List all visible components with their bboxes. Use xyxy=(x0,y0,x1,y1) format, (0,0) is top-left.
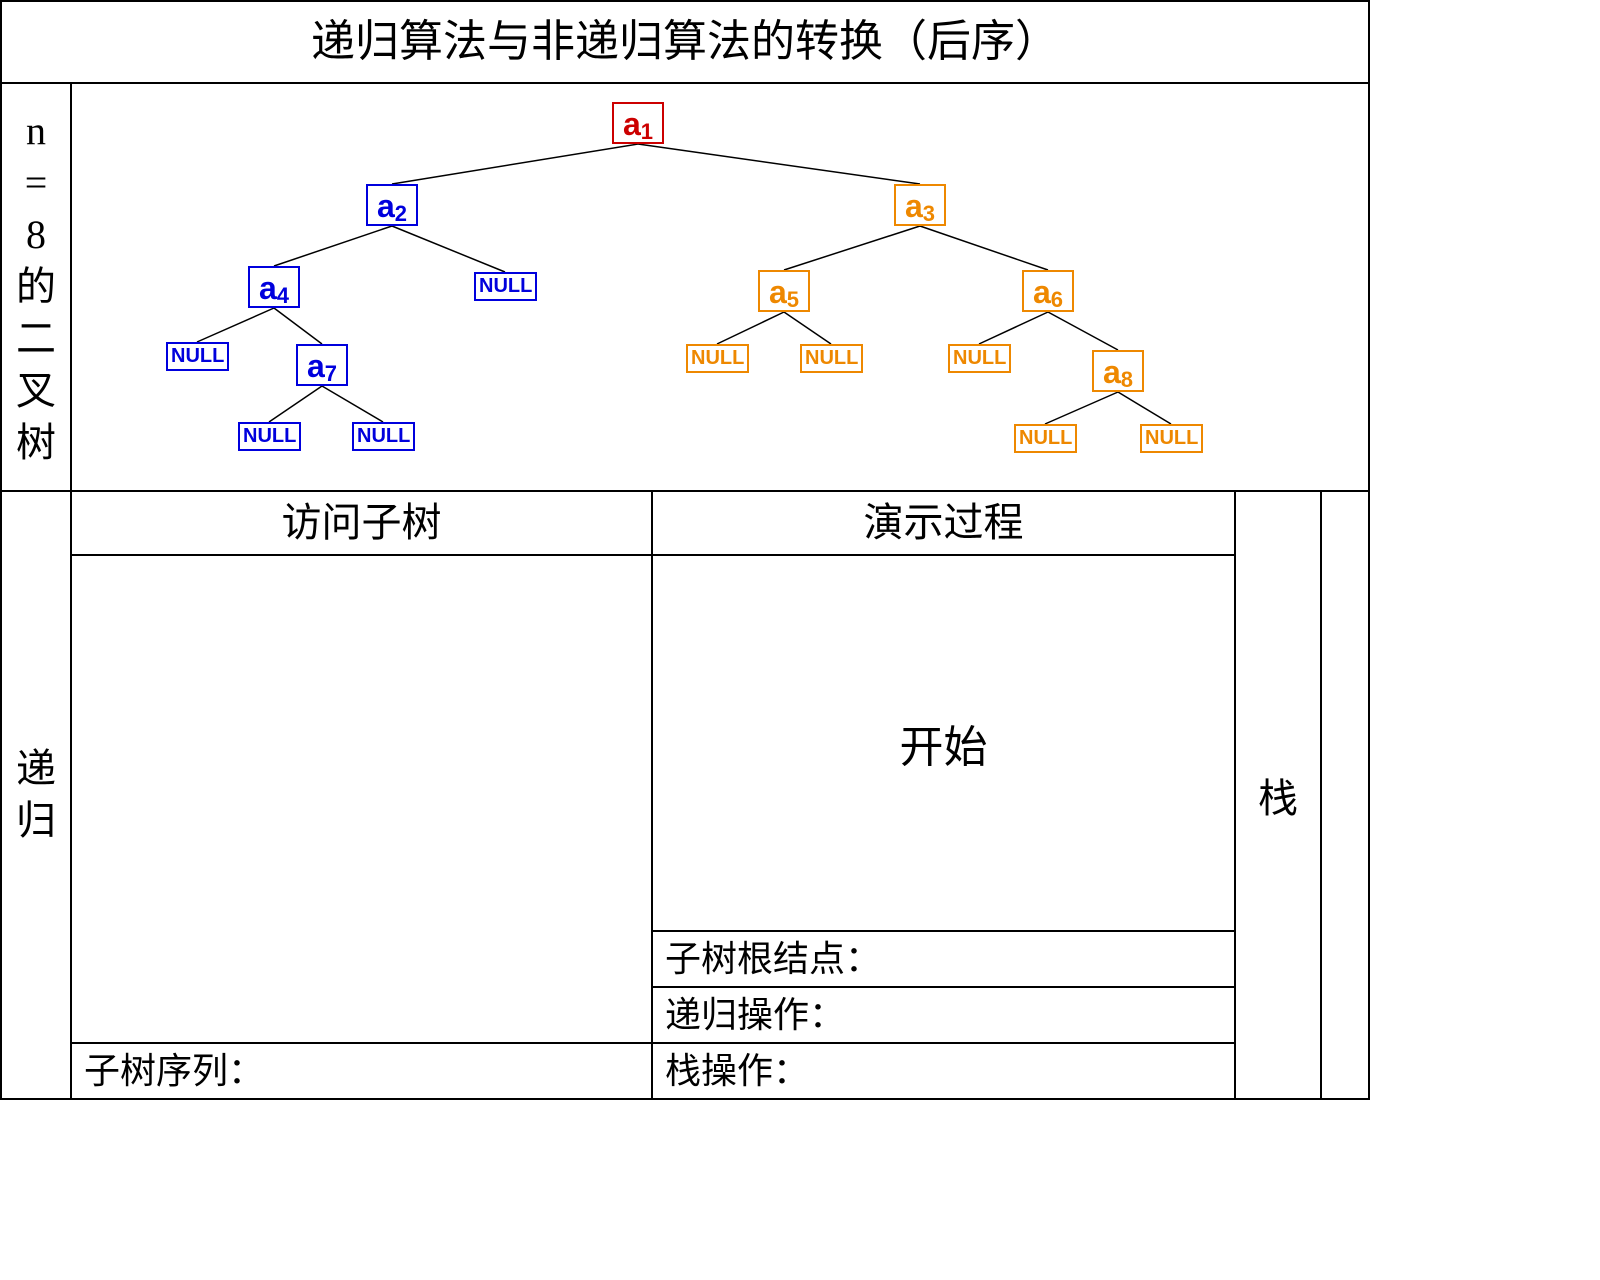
header-visit-subtree: 访问子树 xyxy=(72,492,653,556)
recursive-op-row: 递归操作： xyxy=(653,986,1234,1042)
tree-edge xyxy=(392,226,505,272)
null-node: NULL xyxy=(1140,424,1203,453)
tree-node-a8: a8 xyxy=(1092,350,1144,392)
tree-edge xyxy=(717,312,784,344)
left-column: 子树序列： xyxy=(72,556,653,1098)
subtree-sequence-row: 子树序列： xyxy=(72,1042,651,1098)
tree-edge xyxy=(784,226,920,270)
bottom-section: 递归 访问子树 演示过程 子树序列： 开始 子树根结点： 递归操作： 栈操作： … xyxy=(2,492,1368,1098)
tree-edge xyxy=(920,226,1048,270)
tree-node-a3: a3 xyxy=(894,184,946,226)
null-node: NULL xyxy=(948,344,1011,373)
column-headers: 访问子树 演示过程 xyxy=(72,492,1234,556)
content-area: 子树序列： 开始 子树根结点： 递归操作： 栈操作： xyxy=(72,556,1234,1098)
vlabel-char: 叉 xyxy=(16,365,56,417)
null-node: NULL xyxy=(238,422,301,451)
subtree-root-row: 子树根结点： xyxy=(653,930,1234,986)
tree-section: n=8的二叉树 a1 a2 a3 a4 a5 a6 a7 a8 NULL NULL NULL NULL… xyxy=(2,84,1368,492)
tree-node-a4: a4 xyxy=(248,266,300,308)
tree-vertical-label: n=8的二叉树 xyxy=(2,84,72,490)
vlabel-char: n xyxy=(26,105,46,157)
recursion-vertical-label: 递归 xyxy=(2,492,72,1098)
tree-edge xyxy=(274,226,392,266)
tree-edge xyxy=(274,308,322,344)
tree-edge xyxy=(197,308,274,342)
stack-label-column: 栈 xyxy=(1234,492,1320,1098)
vlabel-char: = xyxy=(25,157,48,209)
vlabel-char: 8 xyxy=(26,209,46,261)
null-node: NULL xyxy=(166,342,229,371)
diagram-container: 递归算法与非递归算法的转换（后序） n=8的二叉树 a1 a2 a3 a4 a5 a6 a7… xyxy=(0,0,1370,1100)
tree-node-a2: a2 xyxy=(366,184,418,226)
tree-edge xyxy=(392,144,638,184)
tree-edge xyxy=(638,144,920,184)
tree-edge xyxy=(1118,392,1171,424)
demo-start-text: 开始 xyxy=(653,556,1234,930)
tree-node-a1: a1 xyxy=(612,102,664,144)
vlabel-char: 归 xyxy=(16,795,56,847)
tree-node-a5: a5 xyxy=(758,270,810,312)
binary-tree-area: a1 a2 a3 a4 a5 a6 a7 a8 NULL NULL NULL NULL NULL NULL… xyxy=(72,84,1368,490)
stack-op-row: 栈操作： xyxy=(653,1042,1234,1098)
null-node: NULL xyxy=(1014,424,1077,453)
vlabel-char: 二 xyxy=(16,313,56,365)
tree-edge xyxy=(322,386,383,422)
right-gap-column xyxy=(1320,492,1368,1098)
visit-subtree-area xyxy=(72,556,651,1042)
vlabel-char: 递 xyxy=(16,743,56,795)
tree-node-a7: a7 xyxy=(296,344,348,386)
page-title: 递归算法与非递归算法的转换（后序） xyxy=(2,2,1368,84)
header-demo-process: 演示过程 xyxy=(653,492,1234,556)
tree-edge xyxy=(269,386,322,422)
null-node: NULL xyxy=(686,344,749,373)
tree-edge xyxy=(1048,312,1118,350)
vlabel-char: 树 xyxy=(16,417,56,469)
tree-node-a6: a6 xyxy=(1022,270,1074,312)
vlabel-char: 的 xyxy=(16,261,56,313)
null-node: NULL xyxy=(474,272,537,301)
null-node: NULL xyxy=(800,344,863,373)
tree-edge xyxy=(979,312,1048,344)
tree-edge xyxy=(784,312,831,344)
null-node: NULL xyxy=(352,422,415,451)
mid-content: 访问子树 演示过程 子树序列： 开始 子树根结点： 递归操作： 栈操作： xyxy=(72,492,1234,1098)
tree-edge xyxy=(1045,392,1118,424)
right-column: 开始 子树根结点： 递归操作： 栈操作： xyxy=(653,556,1234,1098)
